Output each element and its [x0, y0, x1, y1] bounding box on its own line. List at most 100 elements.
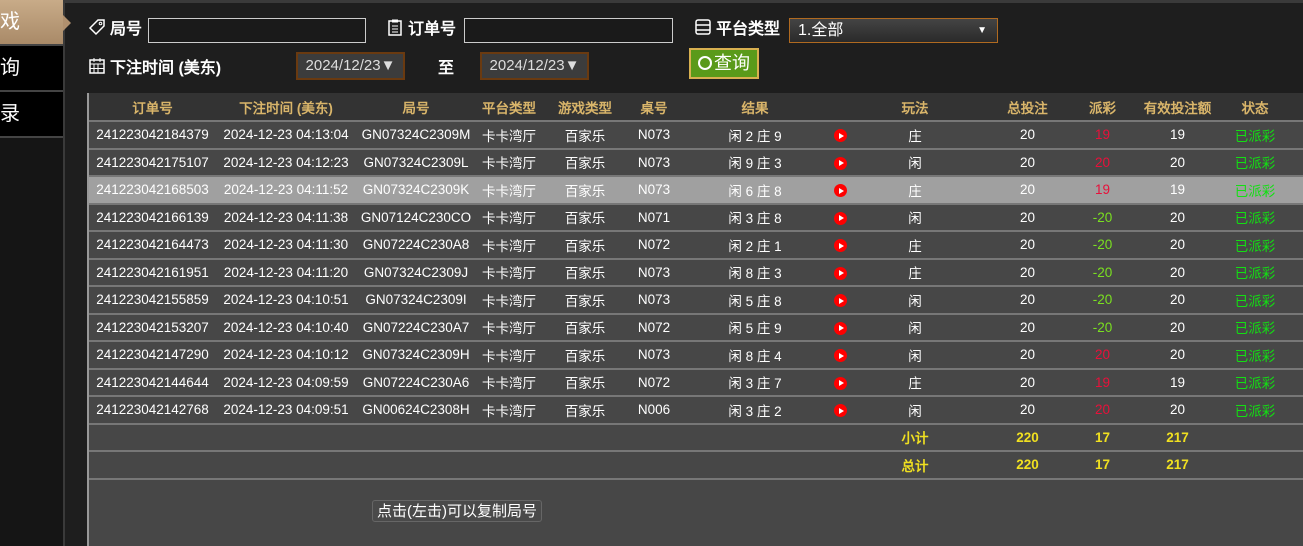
result-cell: 闲 9 庄 3	[680, 148, 830, 177]
play-video-icon[interactable]	[833, 376, 847, 390]
play-video-icon[interactable]	[833, 156, 847, 170]
bet-type-cell: 庄	[850, 258, 980, 287]
order-input[interactable]	[464, 18, 673, 43]
round-id-cell[interactable]: GN07324C2309H	[356, 341, 476, 370]
date-from-picker[interactable]: 2024/12/23▼	[296, 52, 405, 80]
query-button[interactable]: 查询	[689, 48, 759, 79]
valid-bet-cell: 19	[1130, 368, 1225, 397]
table-row[interactable]: 241223042168503 2024-12-23 04:11:52 GN0732…	[89, 176, 1303, 205]
column-header: 总投注	[980, 93, 1075, 122]
search-icon	[698, 56, 712, 70]
round-id-cell[interactable]: GN07224C230A8	[356, 231, 476, 260]
filler-cell	[1285, 313, 1303, 342]
subtotal-payout: 17	[1075, 423, 1130, 452]
sidebar-item-game[interactable]: 戏	[0, 0, 71, 46]
time-label: 下注时间 (美东)	[88, 54, 221, 78]
status-cell: 已派彩	[1225, 396, 1285, 425]
round-input[interactable]	[148, 18, 366, 43]
table-row[interactable]: 241223042142768 2024-12-23 04:09:51 GN0062…	[89, 396, 1303, 425]
table-row[interactable]: 241223042144644 2024-12-23 04:09:59 GN0722…	[89, 368, 1303, 397]
play-video-icon[interactable]	[833, 349, 847, 363]
play-video-icon[interactable]	[833, 404, 847, 418]
bet-time-cell: 2024-12-23 04:13:04	[216, 121, 356, 150]
play-video-icon[interactable]	[833, 129, 847, 143]
payout-cell: 20	[1075, 396, 1130, 425]
grandtotal-total: 220	[980, 451, 1075, 480]
order-id-cell: 241223042164473	[89, 231, 216, 260]
column-header: 订单号	[89, 93, 216, 122]
table-row[interactable]: 241223042184379 2024-12-23 04:13:04 GN0732…	[89, 121, 1303, 150]
total-bet-cell: 20	[980, 396, 1075, 425]
bet-time-cell: 2024-12-23 04:11:52	[216, 176, 356, 205]
bet-type-cell: 闲	[850, 313, 980, 342]
table-row[interactable]: 241223042153207 2024-12-23 04:10:40 GN0722…	[89, 313, 1303, 342]
bet-type-cell: 闲	[850, 148, 980, 177]
table-row[interactable]: 241223042166139 2024-12-23 04:11:38 GN0712…	[89, 203, 1303, 232]
round-id-cell[interactable]: GN07324C2309J	[356, 258, 476, 287]
replay-cell	[830, 286, 850, 315]
play-video-icon[interactable]	[833, 239, 847, 253]
payout-cell: -20	[1075, 286, 1130, 315]
bet-time-cell: 2024-12-23 04:11:30	[216, 231, 356, 260]
game-type-cell: 百家乐	[542, 368, 628, 397]
bet-type-cell: 庄	[850, 368, 980, 397]
round-id-cell[interactable]: GN00624C2308H	[356, 396, 476, 425]
play-video-icon[interactable]	[833, 266, 847, 280]
result-cell: 闲 6 庄 8	[680, 176, 830, 205]
platform-cell: 卡卡湾厅	[476, 148, 542, 177]
table-id-cell: N073	[628, 176, 680, 205]
round-id-cell[interactable]: GN07324C2309K	[356, 176, 476, 205]
empty-cell	[830, 451, 850, 480]
column-header: 游戏类型	[542, 93, 628, 122]
round-id-cell[interactable]: GN07224C230A6	[356, 368, 476, 397]
filler-cell	[1285, 396, 1303, 425]
sidebar-item-record[interactable]: 录	[0, 92, 63, 138]
clipboard-icon	[388, 19, 402, 36]
game-type-cell: 百家乐	[542, 286, 628, 315]
valid-bet-cell: 20	[1130, 313, 1225, 342]
play-video-icon[interactable]	[833, 321, 847, 335]
table-row[interactable]: 241223042155859 2024-12-23 04:10:51 GN0732…	[89, 286, 1303, 315]
grandtotal-label: 总计	[850, 451, 980, 480]
status-cell: 已派彩	[1225, 176, 1285, 205]
payout-cell: 19	[1075, 368, 1130, 397]
round-id-cell[interactable]: GN07224C230A7	[356, 313, 476, 342]
play-video-icon[interactable]	[833, 184, 847, 198]
play-video-icon[interactable]	[833, 211, 847, 225]
order-id-cell: 241223042155859	[89, 286, 216, 315]
valid-bet-cell: 20	[1130, 341, 1225, 370]
table-id-cell: N072	[628, 313, 680, 342]
date-to-picker[interactable]: 2024/12/23▼	[480, 52, 589, 80]
table-row[interactable]: 241223042161951 2024-12-23 04:11:20 GN0732…	[89, 258, 1303, 287]
play-video-icon[interactable]	[833, 294, 847, 308]
table-row[interactable]: 241223042147290 2024-12-23 04:10:12 GN0732…	[89, 341, 1303, 370]
tooltip: 点击(左击)可以复制局号	[372, 500, 542, 522]
total-bet-cell: 20	[980, 341, 1075, 370]
replay-cell	[830, 203, 850, 232]
platform-label-text: 平台类型	[716, 21, 781, 38]
order-id-cell: 241223042175107	[89, 148, 216, 177]
valid-bet-cell: 20	[1130, 148, 1225, 177]
result-cell: 闲 5 庄 9	[680, 313, 830, 342]
bet-time-cell: 2024-12-23 04:11:20	[216, 258, 356, 287]
result-cell: 闲 8 庄 4	[680, 341, 830, 370]
empty-cell	[830, 423, 850, 452]
round-id-cell[interactable]: GN07324C2309I	[356, 286, 476, 315]
table-row[interactable]: 241223042164473 2024-12-23 04:11:30 GN0722…	[89, 231, 1303, 260]
filler-cell	[1285, 231, 1303, 260]
sidebar-item-query[interactable]: 询	[0, 46, 63, 92]
result-cell: 闲 2 庄 1	[680, 231, 830, 260]
result-cell: 闲 3 庄 2	[680, 396, 830, 425]
round-id-cell[interactable]: GN07324C2309L	[356, 148, 476, 177]
valid-bet-cell: 20	[1130, 231, 1225, 260]
table-row[interactable]: 241223042175107 2024-12-23 04:12:23 GN0732…	[89, 148, 1303, 177]
round-id-cell[interactable]: GN07324C2309M	[356, 121, 476, 150]
replay-cell	[830, 368, 850, 397]
platform-select[interactable]: 1.全部 ▼	[789, 18, 998, 43]
filler-cell	[1285, 121, 1303, 150]
order-id-cell: 241223042144644	[89, 368, 216, 397]
round-id-cell[interactable]: GN07124C230CO	[356, 203, 476, 232]
bet-type-cell: 庄	[850, 176, 980, 205]
total-bet-cell: 20	[980, 258, 1075, 287]
total-bet-cell: 20	[980, 148, 1075, 177]
